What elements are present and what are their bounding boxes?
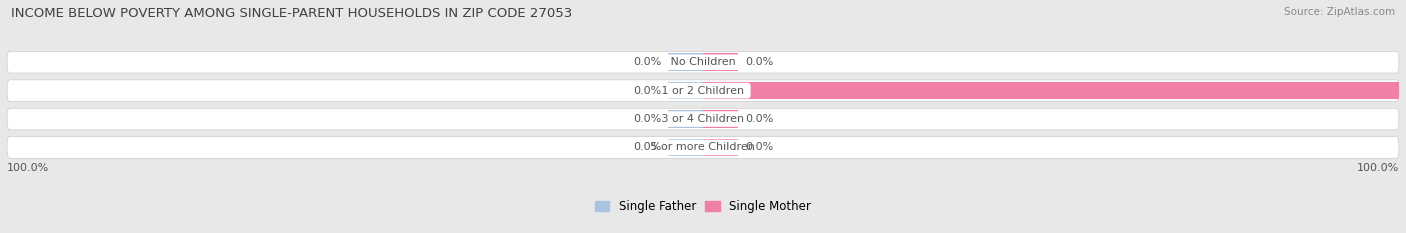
Text: 0.0%: 0.0% xyxy=(745,142,773,152)
Text: 3 or 4 Children: 3 or 4 Children xyxy=(658,114,748,124)
Text: No Children: No Children xyxy=(666,57,740,67)
Bar xyxy=(703,82,1399,99)
Text: 0.0%: 0.0% xyxy=(745,57,773,67)
Text: 1 or 2 Children: 1 or 2 Children xyxy=(658,86,748,96)
Bar xyxy=(703,53,738,71)
Text: 100.0%: 100.0% xyxy=(7,163,49,173)
Bar xyxy=(703,110,738,128)
Text: Source: ZipAtlas.com: Source: ZipAtlas.com xyxy=(1284,7,1395,17)
FancyBboxPatch shape xyxy=(7,80,1399,101)
FancyBboxPatch shape xyxy=(7,51,1399,73)
Bar xyxy=(668,110,703,128)
Text: 0.0%: 0.0% xyxy=(633,114,661,124)
Text: 0.0%: 0.0% xyxy=(633,86,661,96)
Bar xyxy=(668,139,703,156)
Text: 100.0%: 100.0% xyxy=(1357,163,1399,173)
FancyBboxPatch shape xyxy=(7,137,1399,158)
Text: 5 or more Children: 5 or more Children xyxy=(647,142,759,152)
Text: 0.0%: 0.0% xyxy=(633,142,661,152)
Legend: Single Father, Single Mother: Single Father, Single Mother xyxy=(591,195,815,218)
Bar xyxy=(703,139,738,156)
Bar xyxy=(668,82,703,99)
Text: INCOME BELOW POVERTY AMONG SINGLE-PARENT HOUSEHOLDS IN ZIP CODE 27053: INCOME BELOW POVERTY AMONG SINGLE-PARENT… xyxy=(11,7,572,20)
Text: 0.0%: 0.0% xyxy=(745,114,773,124)
Text: 0.0%: 0.0% xyxy=(633,57,661,67)
Bar xyxy=(668,53,703,71)
FancyBboxPatch shape xyxy=(7,108,1399,130)
